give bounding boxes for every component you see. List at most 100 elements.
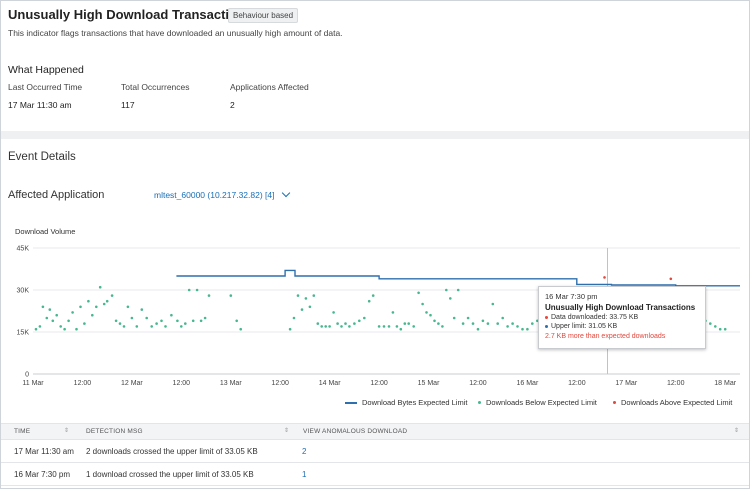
- point-below-limit[interactable]: [187, 288, 191, 292]
- point-below-limit[interactable]: [412, 325, 416, 328]
- point-below-limit[interactable]: [300, 308, 304, 311]
- point-below-limit[interactable]: [348, 325, 351, 328]
- point-below-limit[interactable]: [367, 299, 371, 303]
- point-below-limit[interactable]: [55, 313, 58, 317]
- point-below-limit[interactable]: [723, 327, 727, 331]
- point-below-limit[interactable]: [38, 325, 42, 328]
- point-below-limit[interactable]: [83, 322, 86, 325]
- point-below-limit[interactable]: [79, 305, 82, 309]
- point-below-limit[interactable]: [417, 291, 420, 295]
- point-below-limit[interactable]: [102, 302, 106, 306]
- point-below-limit[interactable]: [328, 325, 331, 328]
- point-above-limit[interactable]: [603, 276, 606, 279]
- point-below-limit[interactable]: [140, 308, 144, 311]
- affected-application-dropdown[interactable]: mltest_60000 (10.217.32.82) [4]: [154, 188, 290, 200]
- point-below-limit[interactable]: [95, 305, 98, 309]
- point-below-limit[interactable]: [461, 322, 465, 325]
- row-anomalous-download-link[interactable]: 1: [302, 470, 307, 479]
- point-below-limit[interactable]: [164, 325, 167, 328]
- point-below-limit[interactable]: [145, 316, 148, 320]
- legend-item-below-limit[interactable]: Downloads Below Expected Limit: [478, 398, 597, 407]
- point-below-limit[interactable]: [229, 294, 233, 297]
- point-below-limit[interactable]: [403, 322, 407, 325]
- point-below-limit[interactable]: [526, 327, 529, 331]
- point-below-limit[interactable]: [353, 322, 356, 325]
- point-below-limit[interactable]: [288, 327, 292, 331]
- point-below-limit[interactable]: [199, 319, 203, 323]
- point-below-limit[interactable]: [114, 319, 118, 323]
- point-below-limit[interactable]: [51, 319, 55, 323]
- point-below-limit[interactable]: [491, 302, 495, 306]
- point-below-limit[interactable]: [191, 319, 195, 323]
- point-below-limit[interactable]: [207, 294, 211, 297]
- point-below-limit[interactable]: [184, 322, 187, 325]
- point-below-limit[interactable]: [176, 319, 179, 323]
- point-below-limit[interactable]: [170, 313, 173, 317]
- point-below-limit[interactable]: [45, 316, 49, 320]
- point-below-limit[interactable]: [714, 325, 717, 328]
- point-below-limit[interactable]: [180, 325, 183, 328]
- point-below-limit[interactable]: [382, 325, 386, 328]
- point-below-limit[interactable]: [399, 327, 403, 331]
- point-below-limit[interactable]: [59, 325, 62, 328]
- point-below-limit[interactable]: [452, 316, 456, 320]
- point-below-limit[interactable]: [486, 322, 490, 325]
- point-below-limit[interactable]: [296, 294, 300, 297]
- point-below-limit[interactable]: [521, 327, 524, 331]
- point-below-limit[interactable]: [324, 325, 328, 328]
- point-below-limit[interactable]: [75, 327, 78, 331]
- point-below-limit[interactable]: [155, 322, 158, 325]
- point-below-limit[interactable]: [308, 305, 312, 309]
- point-below-limit[interactable]: [344, 322, 347, 325]
- point-below-limit[interactable]: [391, 311, 395, 314]
- point-below-limit[interactable]: [407, 322, 411, 325]
- point-below-limit[interactable]: [709, 322, 712, 325]
- point-below-limit[interactable]: [433, 319, 436, 323]
- sort-icon[interactable]: ⇕: [284, 428, 290, 434]
- point-below-limit[interactable]: [387, 325, 391, 328]
- sort-icon[interactable]: ⇕: [64, 428, 70, 434]
- point-below-limit[interactable]: [292, 316, 296, 320]
- point-below-limit[interactable]: [506, 325, 509, 328]
- point-below-limit[interactable]: [456, 288, 460, 292]
- point-below-limit[interactable]: [304, 297, 308, 300]
- column-header-view-download[interactable]: VIEW ANOMALOUS DOWNLOAD: [303, 428, 408, 435]
- point-below-limit[interactable]: [363, 316, 366, 320]
- point-below-limit[interactable]: [421, 302, 424, 306]
- point-below-limit[interactable]: [332, 311, 335, 314]
- point-below-limit[interactable]: [118, 322, 122, 325]
- point-below-limit[interactable]: [536, 319, 539, 323]
- point-below-limit[interactable]: [195, 288, 199, 292]
- point-below-limit[interactable]: [371, 294, 375, 297]
- point-below-limit[interactable]: [98, 285, 102, 289]
- point-below-limit[interactable]: [110, 294, 114, 297]
- legend-item-above-limit[interactable]: Downloads Above Expected Limit: [613, 398, 732, 407]
- point-below-limit[interactable]: [87, 299, 90, 303]
- point-below-limit[interactable]: [48, 308, 52, 311]
- point-below-limit[interactable]: [105, 299, 109, 303]
- sort-icon[interactable]: ⇕: [734, 428, 740, 434]
- point-below-limit[interactable]: [496, 322, 500, 325]
- point-below-limit[interactable]: [481, 319, 485, 323]
- point-below-limit[interactable]: [718, 327, 722, 331]
- point-below-limit[interactable]: [150, 325, 153, 328]
- legend-item-expected-limit[interactable]: Download Bytes Expected Limit: [345, 398, 467, 407]
- point-below-limit[interactable]: [122, 325, 126, 328]
- point-below-limit[interactable]: [449, 297, 452, 300]
- point-below-limit[interactable]: [239, 327, 242, 331]
- point-below-limit[interactable]: [235, 319, 238, 323]
- point-below-limit[interactable]: [445, 288, 448, 292]
- column-header-time[interactable]: TIME: [14, 428, 31, 435]
- point-below-limit[interactable]: [395, 325, 399, 328]
- point-below-limit[interactable]: [71, 311, 74, 314]
- point-below-limit[interactable]: [63, 327, 66, 331]
- point-below-limit[interactable]: [135, 325, 139, 328]
- row-anomalous-download-link[interactable]: 2: [302, 447, 307, 456]
- point-below-limit[interactable]: [471, 322, 475, 325]
- point-below-limit[interactable]: [441, 325, 444, 328]
- point-below-limit[interactable]: [67, 319, 70, 323]
- point-below-limit[interactable]: [511, 322, 514, 325]
- point-below-limit[interactable]: [340, 325, 343, 328]
- point-below-limit[interactable]: [358, 319, 361, 323]
- point-below-limit[interactable]: [312, 294, 316, 297]
